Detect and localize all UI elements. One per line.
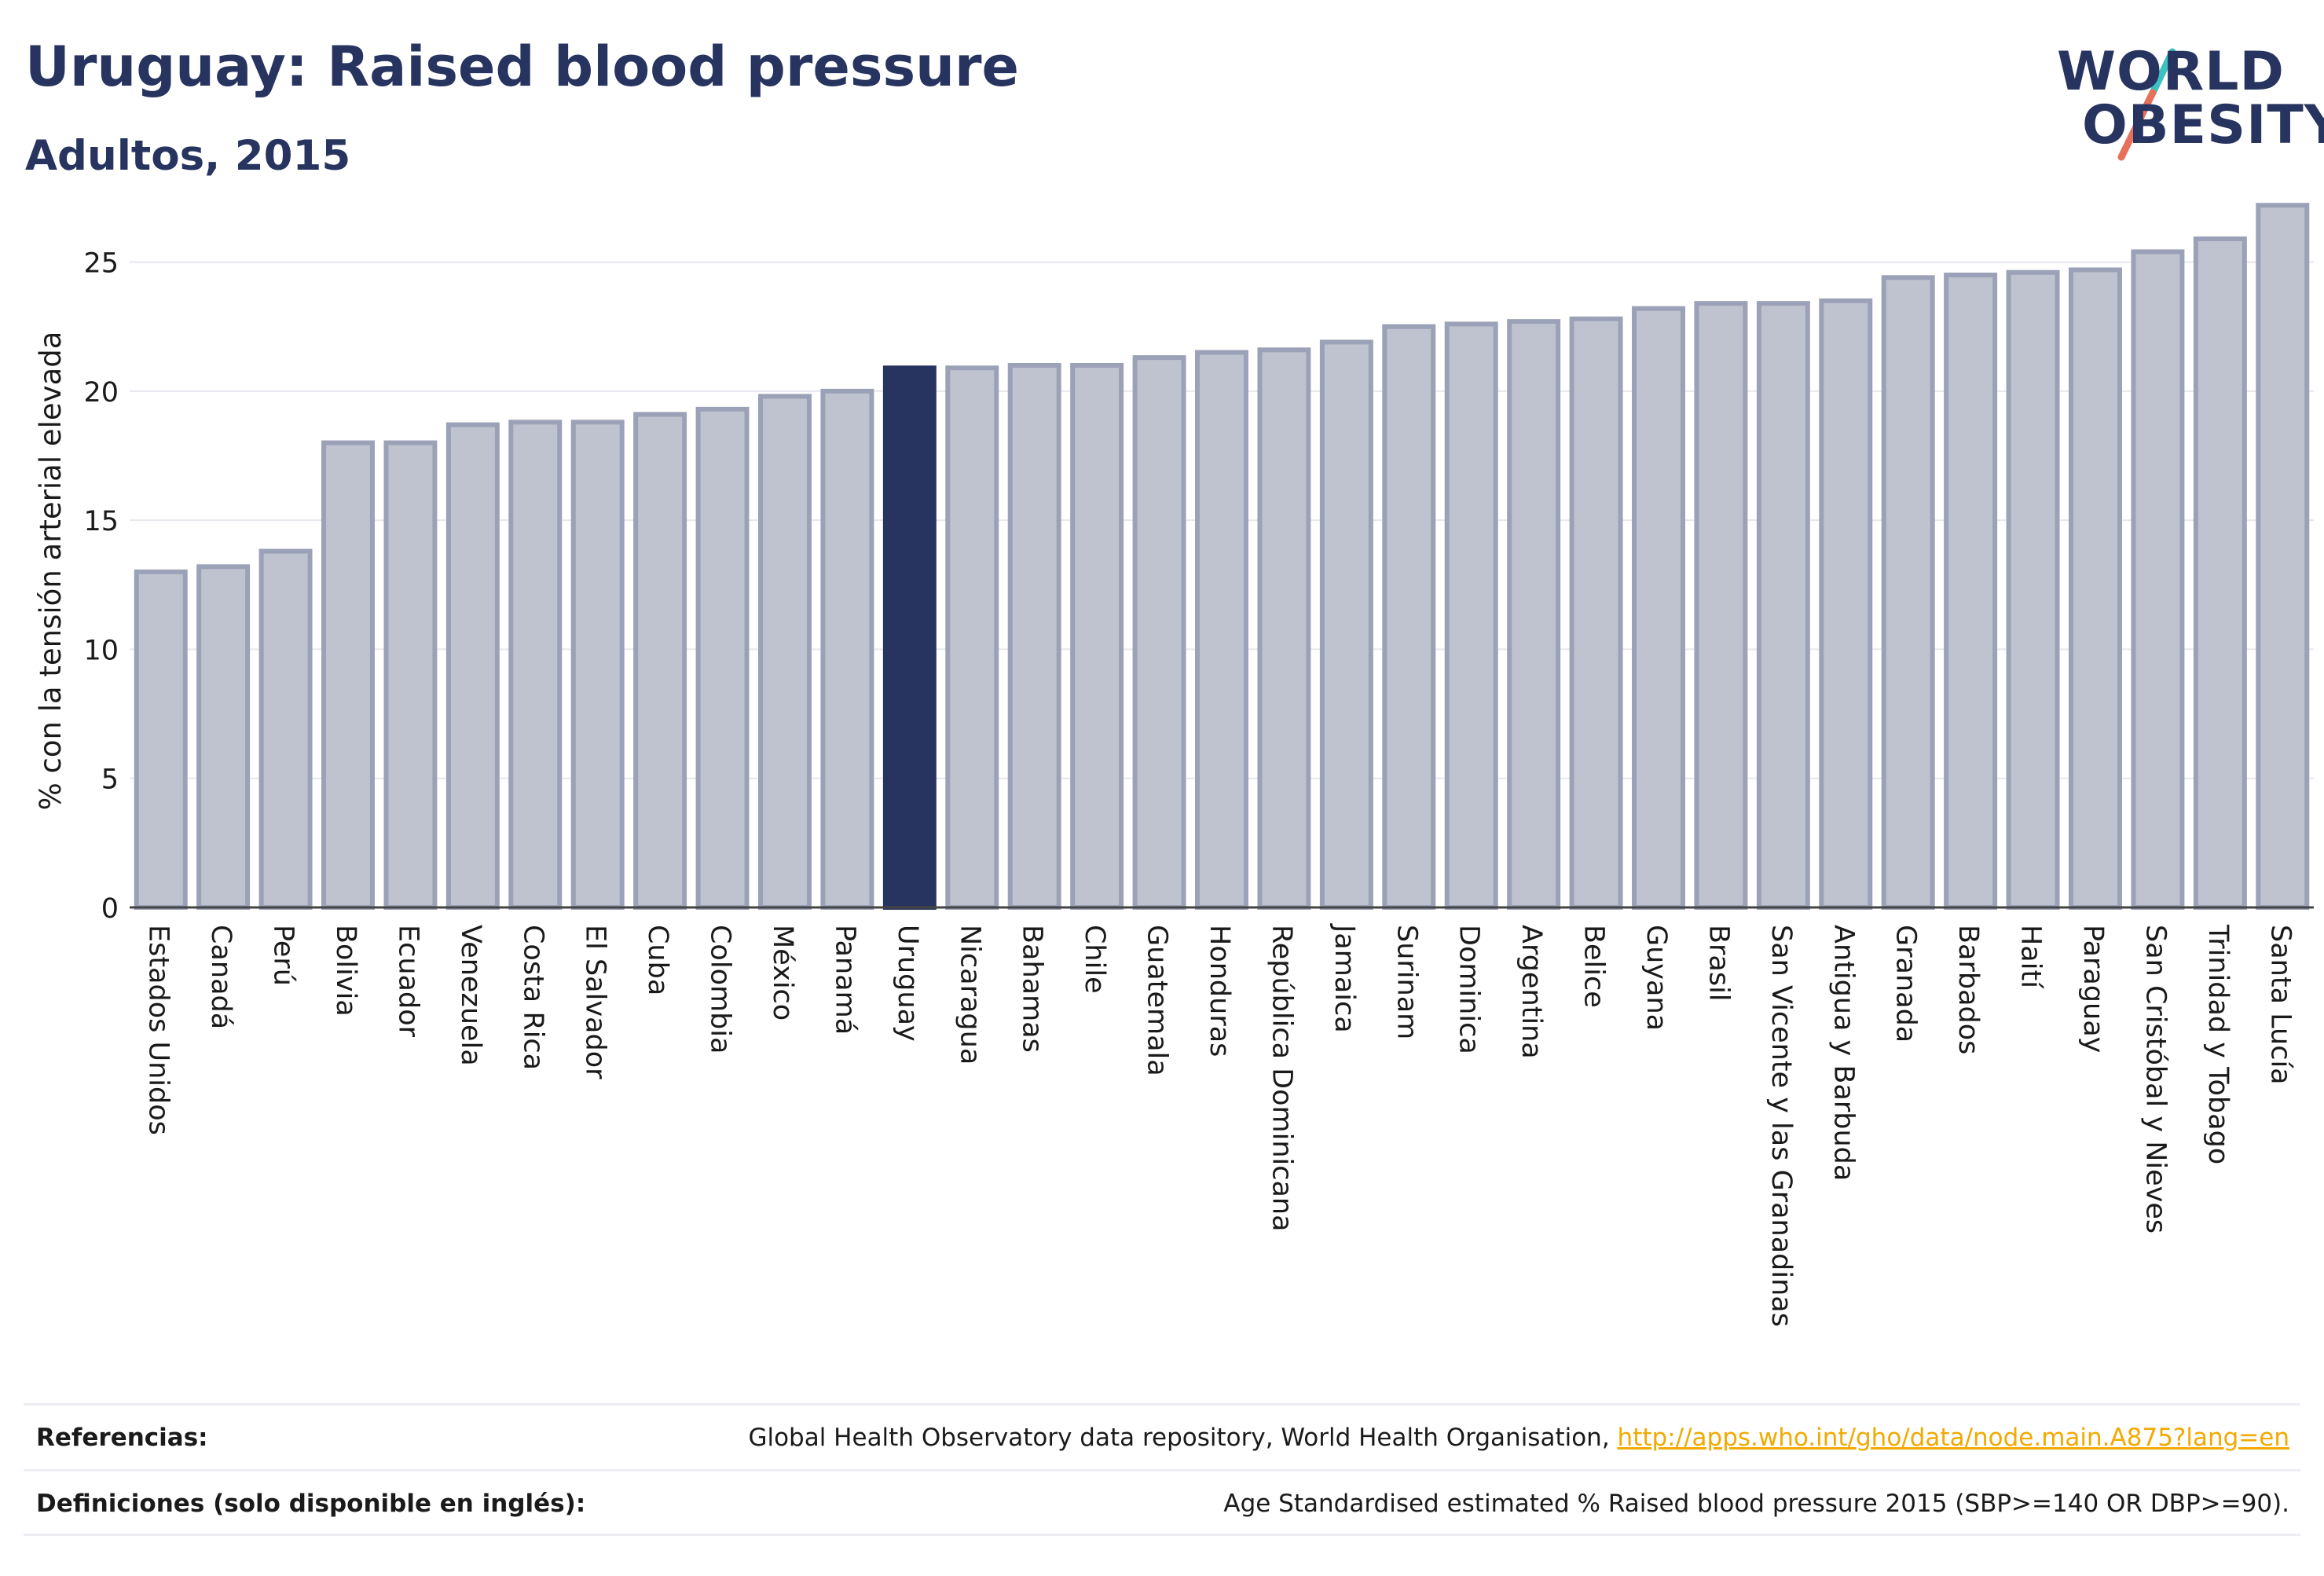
x-tick-label: Paraguay	[2077, 925, 2109, 1053]
bar	[1319, 339, 1373, 910]
y-axis-ticks: 0 5 10 15 20 25	[83, 248, 119, 925]
x-tick-label: Perú	[268, 925, 299, 986]
x-tick-label: Guatemala	[1142, 925, 1173, 1076]
y-tick-label: 25	[83, 248, 119, 280]
footer-divider-top	[24, 1403, 2300, 1406]
references-link[interactable]: http://apps.who.int/gho/data/node.main.A…	[1617, 1424, 2289, 1452]
x-tick-label: Dominica	[1453, 925, 1485, 1054]
bar	[1257, 347, 1311, 910]
bar	[1632, 306, 1685, 910]
bar	[1070, 363, 1124, 910]
x-tick-label: Bolivia	[330, 925, 361, 1017]
x-tick-label: Estados Unidos	[143, 925, 174, 1135]
bar	[445, 422, 500, 910]
y-tick-label: 20	[83, 377, 119, 409]
bar-chart: 0 5 10 15 20 25 Estados Unidos Canadá Perú Boliv…	[34, 203, 2314, 1327]
y-tick-label: 5	[101, 764, 119, 796]
logo-word-world: WORLD	[2057, 41, 2285, 103]
bar	[1382, 324, 1436, 910]
references-label: Referencias:	[36, 1424, 208, 1452]
y-tick-label: 15	[83, 506, 119, 537]
bar	[633, 412, 687, 910]
bar	[2069, 267, 2122, 910]
bar	[882, 365, 937, 910]
x-tick-label: Cuba	[642, 925, 673, 995]
bar	[570, 420, 625, 910]
chart-bars	[134, 203, 2310, 911]
bar	[1694, 301, 1748, 910]
x-tick-label: Argentina	[1516, 925, 1547, 1059]
world-obesity-logo[interactable]: WORLD OBESITY	[2035, 22, 2324, 171]
bar	[1881, 275, 1935, 910]
bar	[1007, 363, 1061, 910]
bar	[383, 440, 438, 910]
x-tick-label: Honduras	[1204, 925, 1235, 1057]
bar	[2256, 203, 2310, 910]
bar	[1756, 301, 1810, 910]
bar	[758, 394, 812, 910]
x-tick-label: Venezuela	[455, 925, 486, 1066]
y-tick-label: 0	[101, 893, 119, 925]
x-tick-label: Nicaragua	[954, 925, 985, 1065]
bar	[1819, 298, 1873, 911]
definitions-label: Definiciones (solo disponible en inglés)…	[36, 1490, 586, 1518]
x-tick-label: Haití	[2015, 925, 2047, 989]
bar	[695, 406, 750, 910]
x-tick-label: Costa Rica	[517, 925, 548, 1070]
x-tick-label: Ecuador	[392, 925, 423, 1038]
bar	[1507, 319, 1561, 910]
definitions-value: Age Standardised estimated % Raised bloo…	[1223, 1490, 2289, 1518]
bar	[2131, 249, 2185, 910]
x-tick-label: Santa Lucía	[2264, 925, 2296, 1085]
references-text: Global Health Observatory data repositor…	[748, 1424, 1618, 1452]
bar	[1944, 273, 1998, 910]
x-tick-label: San Cristóbal y Nieves	[2139, 925, 2171, 1233]
x-tick-label: Belice	[1578, 925, 1610, 1008]
x-tick-label: República Dominicana	[1266, 925, 1297, 1232]
page-title: Uruguay: Raised blood pressure	[25, 35, 1019, 99]
page-subtitle: Adultos, 2015	[25, 132, 351, 180]
x-tick-label: Surinam	[1391, 925, 1422, 1039]
x-tick-label: Granada	[1890, 925, 1922, 1043]
bar	[2193, 236, 2247, 910]
logo-word-obesity: OBESITY	[2082, 94, 2324, 156]
x-tick-label: Bahamas	[1017, 925, 1048, 1053]
x-tick-label: Chile	[1079, 925, 1110, 994]
x-tick-label: Brasil	[1703, 925, 1734, 1002]
logo-slash-icon	[2117, 48, 2176, 161]
x-tick-label: Trinidad y Tobago	[2202, 924, 2234, 1164]
bar	[1132, 355, 1186, 910]
x-axis-ticks: Estados Unidos Canadá Perú Bolivia Ecuador Ve…	[143, 923, 2297, 1327]
definitions-row: Definiciones (solo disponible en inglés)…	[24, 1472, 2300, 1535]
x-tick-label: Barbados	[1952, 925, 1984, 1054]
bar	[2006, 269, 2060, 910]
bar	[1195, 350, 1248, 911]
bar	[321, 440, 375, 910]
footer-divider-middle	[24, 1469, 2300, 1472]
x-tick-label: San Vicente y las Granadinas	[1765, 925, 1797, 1327]
bar	[196, 564, 251, 910]
bar	[134, 569, 188, 910]
y-axis-label: % con la tensión arterial elevada	[34, 332, 68, 811]
x-tick-label: Uruguay	[892, 925, 923, 1042]
x-tick-label: Canadá	[205, 925, 236, 1029]
bar	[508, 420, 563, 910]
references-row: Referencias: Global Health Observatory d…	[24, 1406, 2300, 1469]
bar	[1569, 316, 1623, 911]
bar	[945, 365, 999, 910]
x-tick-label: Panamá	[829, 925, 860, 1035]
references-value: Global Health Observatory data repositor…	[748, 1424, 2289, 1452]
bar	[820, 388, 874, 911]
x-tick-label: Antigua y Barbuda	[1827, 925, 1859, 1181]
y-tick-label: 10	[83, 635, 119, 666]
x-tick-label: México	[767, 925, 798, 1021]
x-tick-label: El Salvador	[580, 925, 611, 1079]
bar	[1444, 321, 1498, 910]
x-tick-label: Jamaica	[1329, 923, 1360, 1033]
footer-divider-bottom	[24, 1534, 2300, 1536]
x-tick-label: Guyana	[1640, 925, 1672, 1031]
bar	[258, 548, 313, 910]
x-tick-label: Colombia	[705, 925, 736, 1054]
